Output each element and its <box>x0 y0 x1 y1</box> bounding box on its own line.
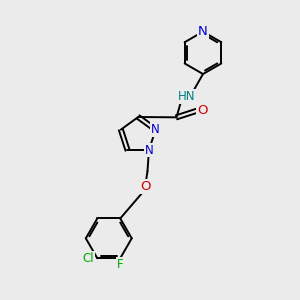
Text: O: O <box>197 104 208 117</box>
Text: N: N <box>151 123 160 136</box>
Text: Cl: Cl <box>82 252 94 265</box>
Text: O: O <box>140 180 150 193</box>
Text: N: N <box>198 25 208 38</box>
Text: HN: HN <box>178 90 196 103</box>
Text: F: F <box>117 258 124 271</box>
Text: N: N <box>145 143 153 157</box>
